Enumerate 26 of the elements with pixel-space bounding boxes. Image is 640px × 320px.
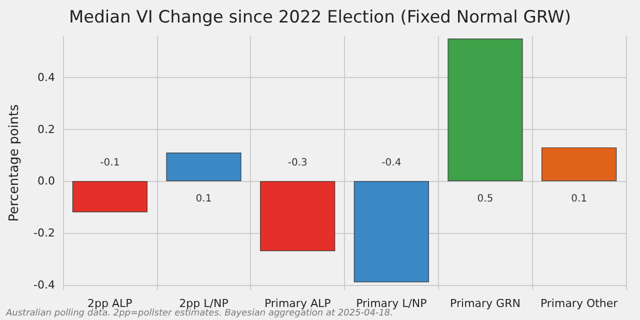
bar	[448, 38, 523, 182]
x-tick-label: Primary ALP	[264, 297, 332, 310]
data-label: -0.3	[288, 158, 308, 169]
x-tick-label: Primary Other	[540, 297, 618, 310]
bar	[72, 181, 148, 212]
x-tick-label: Primary L/NP	[356, 297, 428, 310]
chart-title: Median VI Change since 2022 Election (Fixed Normal GRW)	[69, 8, 571, 28]
y-tick-label: 0.4	[38, 70, 55, 84]
data-label: 0.1	[196, 194, 212, 205]
x-tick-label: 2pp L/NP	[179, 297, 229, 310]
bar	[260, 181, 336, 252]
text: Australian polling data. 2pp=pollster estimates. Bayesian aggregation at 2025-04-18.	[5, 308, 394, 318]
bar	[542, 147, 617, 182]
y-tick-label: -0.4	[34, 278, 55, 292]
data-label: -0.4	[382, 158, 402, 169]
y-tick-label: -0.2	[34, 226, 55, 240]
data-label: 0.5	[477, 194, 494, 205]
y-tick-label: 0.0	[38, 174, 55, 188]
y-axis-title: Percentage points	[7, 104, 22, 222]
bar	[354, 181, 429, 282]
data-label: -0.1	[100, 158, 120, 169]
x-tick-label: 2pp ALP	[88, 297, 133, 310]
data-label: 0.1	[571, 194, 588, 205]
x-tick-label: Primary GRN	[450, 297, 520, 310]
bar	[166, 152, 242, 182]
y-tick-label: 0.2	[38, 122, 55, 136]
